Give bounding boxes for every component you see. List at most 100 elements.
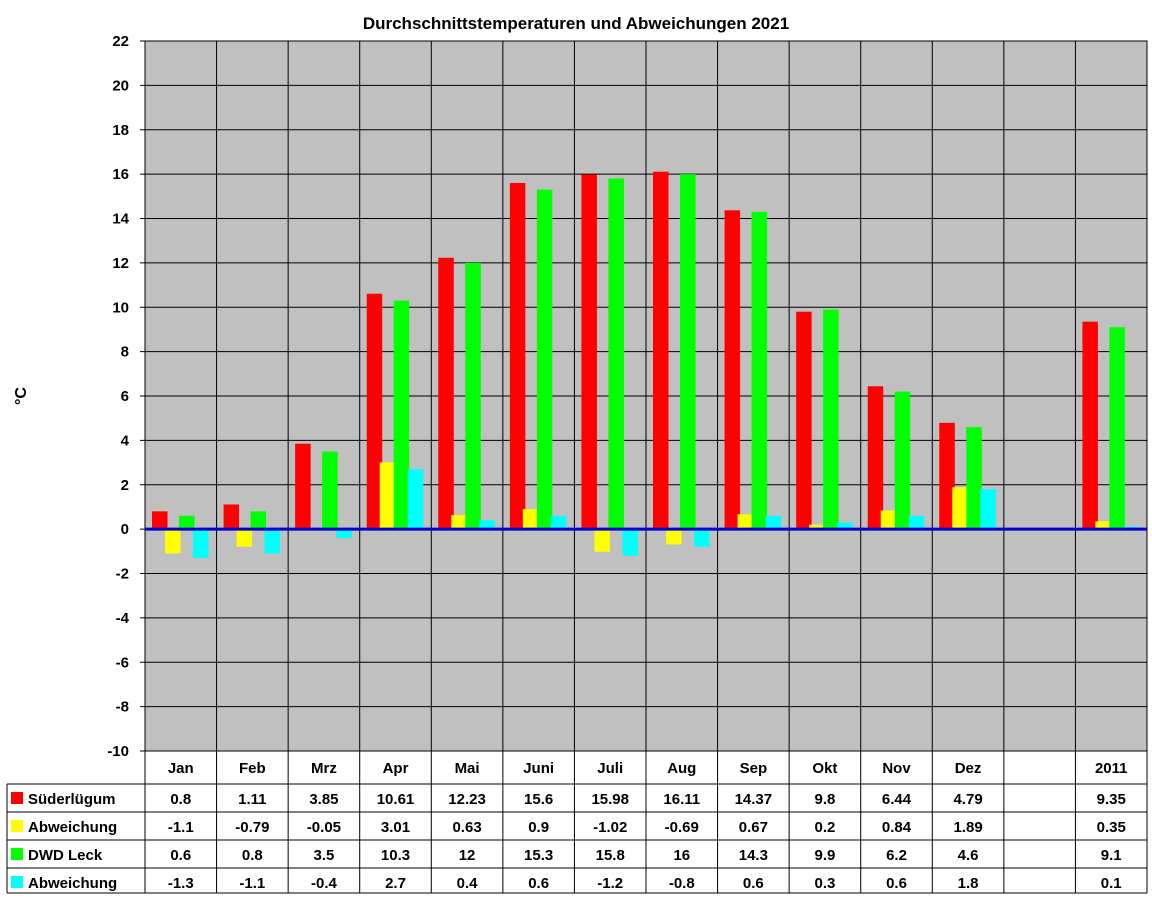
bar [1082,321,1098,530]
x-tick-label: Apr [383,760,409,777]
y-tick-label: -10 [107,743,129,760]
bar [980,489,996,530]
data-label: 3.5 [313,847,334,864]
data-label: 15.98 [591,791,629,808]
y-tick-label: 14 [112,211,129,228]
data-label: 10.3 [381,847,410,864]
bar [295,443,311,530]
data-label: -0.8 [669,875,695,892]
data-label: 3.85 [309,791,338,808]
bar [336,529,352,538]
bar [438,257,454,530]
y-tick-label: -2 [116,566,129,583]
x-tick-label: Jan [168,760,194,777]
legend-label: Süderlügum [28,791,116,808]
data-label: 9.1 [1101,847,1122,864]
bar [407,469,424,530]
y-tick-label: -8 [116,699,129,716]
y-tick-label: 6 [121,388,129,405]
y-axis-label: °C [13,387,30,405]
x-tick-label: Feb [239,760,266,777]
data-label: 0.6 [528,875,549,892]
x-tick-label: Sep [740,760,768,777]
data-label: -1.2 [597,875,623,892]
bar [393,300,410,530]
y-tick-label: 20 [112,77,129,94]
data-label: 0.6 [170,847,191,864]
bar [223,504,240,530]
data-label: 1.11 [238,791,266,808]
bar [880,510,897,530]
bar [581,174,597,530]
bar [622,529,638,556]
y-tick-label: -6 [116,654,129,671]
data-label: 0.3 [814,875,835,892]
x-tick-label: Okt [812,760,837,777]
bar [823,309,839,530]
bar [966,427,982,530]
data-label: -1.1 [239,875,265,892]
bar [666,529,682,545]
x-tick-label: Juli [597,760,623,777]
y-tick-label: 12 [112,255,129,272]
legend-swatch [11,876,23,888]
data-label: -1.1 [168,819,194,836]
data-label: 0.8 [170,791,191,808]
bar [465,262,481,530]
data-label: 1.8 [958,875,979,892]
data-label: -0.79 [235,819,269,836]
bar [796,311,812,530]
data-label: 16.11 [663,791,700,808]
bar [837,522,853,530]
bar [809,524,825,530]
x-tick-label: Mai [455,760,480,777]
data-label: 14.3 [739,847,768,864]
bar [152,511,168,530]
data-label: 0.6 [743,875,764,892]
data-label: 0.8 [242,847,263,864]
data-label: 0.84 [882,819,912,836]
data-label: 2.7 [385,875,406,892]
data-label: 9.8 [814,791,835,808]
bar [366,293,383,530]
bar [250,511,267,530]
bar [894,391,911,530]
x-tick-label: Aug [667,760,696,777]
x-tick-label: Mrz [311,760,337,777]
bar [236,529,253,547]
y-tick-label: 4 [121,432,130,449]
legend-swatch [11,848,23,860]
data-label: 16 [673,847,690,864]
y-tick-label: 8 [121,344,129,361]
data-label: 0.63 [452,819,481,836]
data-label: 12.23 [448,791,486,808]
data-label: 6.2 [886,847,907,864]
data-label: 9.9 [814,847,835,864]
y-tick-label: 0 [121,521,129,538]
bar [908,515,925,530]
bar [536,189,553,530]
legend-label: Abweichung [28,819,117,836]
data-label: 9.35 [1097,791,1126,808]
data-label: 0.6 [886,875,907,892]
bar [522,509,539,530]
bar [509,183,526,530]
data-label: 0.67 [739,819,768,836]
bar [165,529,181,554]
y-tick-label: 18 [112,122,129,139]
bar [1109,327,1125,530]
bar [680,174,696,530]
data-label: 0.35 [1097,819,1126,836]
data-label: 0.2 [814,819,835,836]
data-label: -1.02 [593,819,627,836]
bar [694,529,710,547]
bar [765,515,782,530]
data-table: Jan Feb Mrz Apr Mai Juni Juli Aug Sep Okt Nov Dez 20… [6,760,1147,894]
legend-label: DWD Leck [28,847,103,864]
bar [451,515,467,530]
bar [939,422,955,530]
data-label: -0.69 [665,819,699,836]
data-label: 12 [459,847,476,864]
bar [594,529,610,552]
